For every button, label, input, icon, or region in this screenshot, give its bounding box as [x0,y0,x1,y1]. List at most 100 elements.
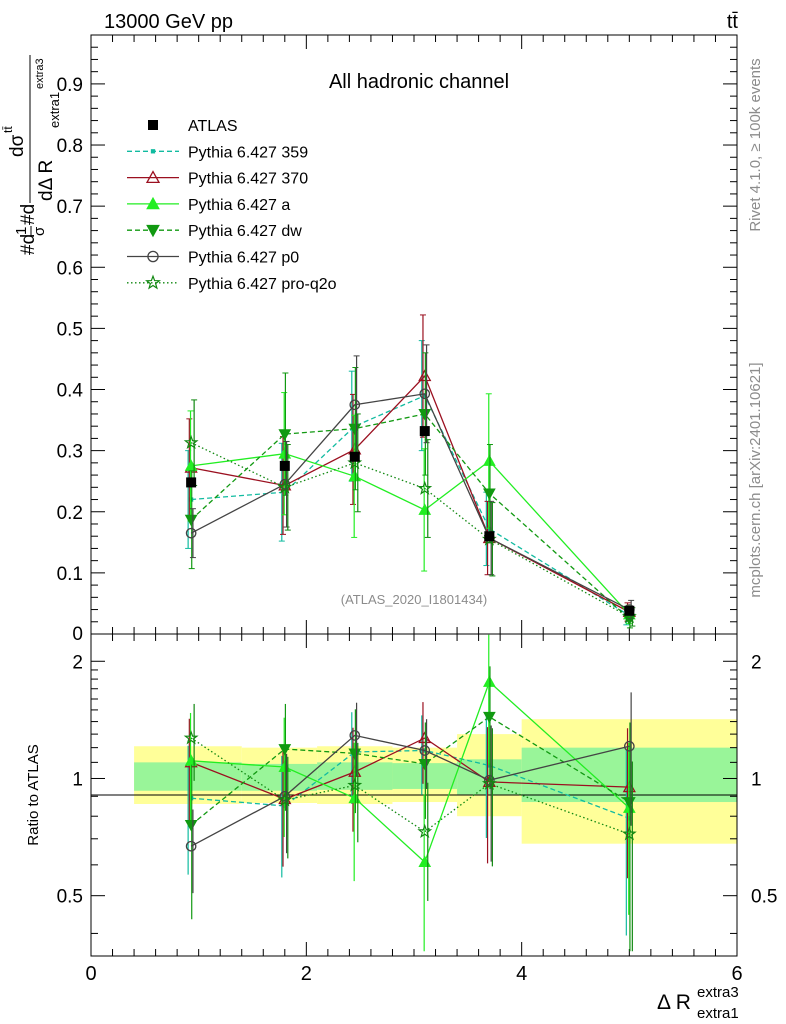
ratio-point [185,840,197,852]
xlabel-sup: extra3 [697,984,739,1001]
legend-label: Pythia 6.427 dw [188,223,302,240]
ratio-point [183,730,199,745]
analysis-tag: (ATLAS_2020_I1801434) [341,592,487,607]
data-point [279,478,291,490]
x-tick-label: 6 [731,963,742,985]
ylabel-f: tt̄ [1,126,15,133]
y-tick-label: 0.3 [57,442,83,463]
main-data-points [186,426,635,616]
legend-label: Pythia 6.427 pro-q2o [188,276,337,293]
atlas-point [349,451,360,462]
y-tick-label: 0.1 [57,564,83,585]
legend-atlas-label: ATLAS [188,118,238,135]
ratio-y-tick-label: 0.5 [57,887,83,908]
ratio-y-tick-label-right: 2 [751,652,762,673]
data-point [185,527,197,539]
ratio-band-green [241,763,318,791]
ratio-y-tick-label: 1 [72,769,83,790]
beam-label: 13000 GeV pp [104,11,233,33]
ratio-point [417,823,433,839]
ylabel-h: extra1 [47,92,62,128]
ratio-point [184,819,198,832]
legend-marker [145,170,161,184]
ratio-point [418,759,432,771]
ylabel-c: σ [31,226,48,236]
atlas-point [484,531,495,542]
y-tick-label: 0.7 [57,197,83,218]
series-line [191,453,630,615]
ratio-point [419,745,431,756]
ratio-point [621,826,637,841]
ylabel-b: 1 [13,227,30,235]
legend-marker [147,250,159,263]
ratio-point [483,711,496,724]
y-axis-label: #d 1 σ #d dσ tt̄ dΔ R extra1 extra3 [1,55,62,255]
ratio-line [190,716,630,826]
data-point [349,399,361,411]
main-panel: 0.1 0.2 0.3 0.4 0.5 0.6 0.7 0.8 0.9 0 All hadroni… [57,34,738,645]
x-tick-label: 4 [516,963,527,985]
data-point [418,409,432,421]
y-tick-label: 0.9 [57,75,83,96]
ratio-y-tick-label-right: 0.5 [751,887,777,908]
legend-label: Pythia 6.427 p0 [188,250,299,267]
x-axis-label: Δ R extra3 extra1 [657,984,739,1022]
ratio-y-tick-label: 2 [72,652,83,673]
data-point [278,429,292,441]
data-point [183,434,199,450]
ratio-point [278,744,292,756]
legend-label: Pythia 6.427 370 [188,171,308,188]
y-tick-label-zero: 0 [72,624,83,645]
ratio-panel: 0.5 0.5 1 1 2 2 0 2 4 6 [57,633,777,985]
ratio-point [481,775,497,790]
y-tick-label: 0.2 [57,503,83,524]
ratio-point [624,740,635,752]
data-point [277,479,293,494]
series-line [190,442,630,618]
mcplots-label: mcplots.cern.ch [arXiv:2401.10621] [747,362,764,597]
legend-marker [146,196,160,210]
ratio-point [277,792,293,807]
x-tick-label: 2 [301,963,312,985]
ylabel-a: #d [18,234,39,255]
ylabel-d: #d [18,204,39,225]
data-point [184,514,198,527]
series-line [191,394,630,617]
ratio-point [279,790,291,802]
legend-label: Pythia 6.427 a [188,197,290,214]
main-ticks: 0.1 0.2 0.3 0.4 0.5 0.6 0.7 0.8 0.9 0 [57,35,738,645]
data-point [417,480,433,495]
chart-title: All hadronic channel [329,71,509,93]
atlas-point [279,460,290,471]
rivet-label: Rivet 4.1.0, ≥ 100k events [747,58,764,231]
atlas-point [624,605,635,616]
ratio-series-5 [183,703,637,952]
ratio-series [183,634,637,952]
ratio-series-1 [184,702,636,879]
legend-marker [146,224,160,238]
atlas-point [419,426,430,437]
ratio-y-label: Ratio to ATLAS [25,744,42,845]
process-label: tt̄ [727,11,739,33]
data-point [483,488,496,500]
ratio-line [190,737,630,800]
y-tick-label: 0.4 [57,381,84,402]
xlabel-sub: extra1 [697,1005,739,1022]
ratio-y-tick-label-right: 1 [751,769,762,790]
legend-label: Pythia 6.427 359 [188,144,308,161]
legend: ATLAS Pythia 6.427 359 Pythia 6.427 370 Pyt… [127,118,337,293]
ratio-line [191,680,630,864]
data-point [419,388,431,400]
ratio-point [347,777,363,792]
x-tick-label: 0 [85,963,96,985]
series-line [190,413,630,620]
y-tick-label: 0.5 [57,319,83,340]
ratio-line [191,749,630,819]
ratio-line [190,737,630,835]
ratio-ticks: 0.5 0.5 1 1 2 2 0 2 4 6 [57,634,777,985]
ratio-point [484,774,495,786]
ylabel-e: dσ [7,134,28,157]
ratio-line [190,734,630,847]
